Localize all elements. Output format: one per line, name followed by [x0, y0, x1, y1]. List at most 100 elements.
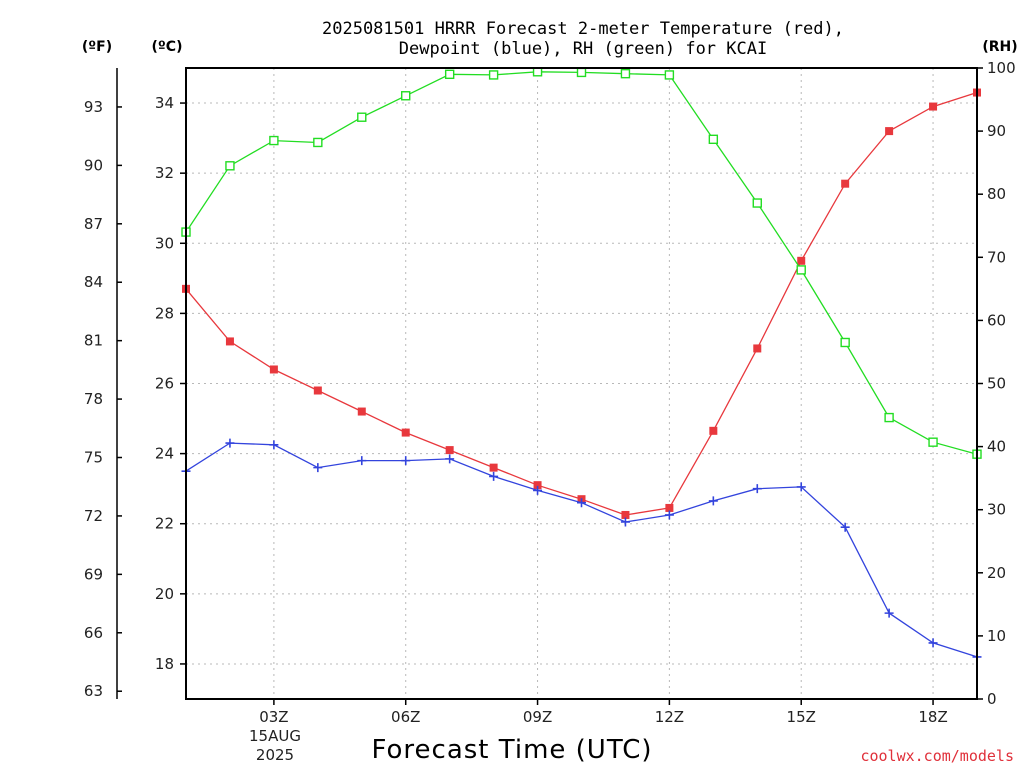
- fahrenheit-tick-label: 69: [84, 565, 103, 583]
- rh-point: [796, 265, 806, 275]
- rh-tick-label: 30: [987, 501, 1006, 519]
- rh-tick-label: 80: [987, 185, 1006, 203]
- axes-layer: 63 66 69 72 75 78 81 84 87 90 93 18 20 22 24 26 28 30 32 34…: [84, 59, 1016, 726]
- fahrenheit-tick-label: 81: [84, 332, 103, 350]
- x-tick-label: 03Z: [259, 708, 288, 726]
- date-label-year: 2025: [256, 746, 294, 764]
- temperature-point: [445, 446, 454, 455]
- celsius-unit-label: (ºC): [152, 39, 183, 55]
- chart-title-line1: 2025081501 HRRR Forecast 2-meter Tempera…: [322, 19, 844, 39]
- celsius-tick-label: 32: [155, 164, 174, 182]
- rh-point: [269, 135, 279, 146]
- rh-tick-label: 20: [987, 564, 1006, 582]
- series-layer: [181, 67, 982, 662]
- temperature-point: [313, 386, 322, 395]
- dewpoint-point: [708, 496, 718, 506]
- dewpoint-point: [884, 608, 894, 618]
- celsius-tick-label: 22: [155, 515, 174, 533]
- fahrenheit-tick-label: 75: [84, 449, 103, 467]
- temperature-point: [709, 426, 718, 435]
- rh-point: [752, 198, 762, 208]
- dewpoint-point: [620, 517, 630, 527]
- chart-title-line2: Dewpoint (blue), RH (green) for KCAI: [399, 39, 767, 59]
- dewpoint-point: [225, 438, 235, 448]
- fahrenheit-tick-label: 84: [84, 273, 103, 291]
- temperature-point: [533, 481, 542, 490]
- celsius-tick-label: 34: [155, 94, 174, 112]
- fahrenheit-unit-label: (ºF): [82, 39, 112, 55]
- fahrenheit-tick-label: 90: [84, 156, 103, 174]
- celsius-tick-label: 24: [155, 445, 174, 463]
- rh-point: [840, 337, 850, 348]
- rh-line: [185, 71, 978, 455]
- dewpoint-point: [796, 482, 806, 492]
- rh-point: [225, 161, 235, 171]
- rh-point: [664, 70, 675, 80]
- temperature-line: [185, 91, 978, 516]
- rh-point: [313, 137, 323, 148]
- rh-point: [884, 412, 894, 423]
- dewpoint-point: [445, 454, 455, 464]
- rh-tick-label: 60: [987, 311, 1006, 329]
- fahrenheit-tick-label: 63: [84, 682, 103, 700]
- temperature-point: [225, 337, 234, 346]
- fahrenheit-tick-label: 66: [84, 624, 103, 642]
- dewpoint-point: [357, 456, 367, 466]
- x-tick-label: 06Z: [391, 708, 420, 726]
- x-axis-label: Forecast Time (UTC): [371, 735, 652, 765]
- celsius-tick-label: 26: [155, 375, 174, 393]
- dewpoint-point: [928, 638, 938, 648]
- rh-tick-label: 70: [987, 248, 1006, 266]
- temperature-point: [401, 428, 410, 437]
- rh-tick-label: 100: [987, 59, 1016, 77]
- temperature-point: [621, 510, 630, 519]
- x-tick-label: 18Z: [918, 708, 947, 726]
- rh-tick-label: 40: [987, 438, 1006, 456]
- plot-frame: [185, 67, 978, 700]
- temperature-point: [269, 365, 278, 374]
- rh-point: [620, 68, 631, 79]
- rh-tick-label: 50: [987, 375, 1006, 393]
- rh-point: [401, 91, 411, 101]
- dewpoint-point: [313, 463, 323, 473]
- rh-point: [444, 69, 455, 80]
- celsius-tick-label: 30: [155, 234, 174, 252]
- temperature-point: [665, 503, 674, 512]
- fahrenheit-tick-label: 78: [84, 390, 103, 408]
- rh-tick-label: 10: [987, 627, 1006, 645]
- x-tick-label: 09Z: [523, 708, 552, 726]
- dewpoint-point: [664, 510, 674, 520]
- fahrenheit-tick-label: 87: [84, 215, 103, 233]
- temperature-point: [357, 407, 366, 416]
- x-tick-label: 15Z: [787, 708, 816, 726]
- rh-tick-label: 0: [987, 690, 997, 708]
- dewpoint-point: [401, 456, 411, 466]
- temperature-point: [885, 127, 894, 136]
- rh-point: [928, 437, 938, 447]
- dewpoint-point: [533, 485, 543, 495]
- dewpoint-point: [269, 440, 279, 450]
- celsius-tick-label: 20: [155, 585, 174, 603]
- temperature-point: [841, 179, 850, 188]
- rh-point: [708, 134, 719, 145]
- dewpoint-point: [489, 471, 499, 481]
- credit-text: coolwx.com/models: [860, 747, 1014, 765]
- celsius-tick-label: 28: [155, 304, 174, 322]
- fahrenheit-tick-label: 93: [84, 98, 103, 116]
- temperature-point: [929, 102, 938, 111]
- rh-point: [488, 70, 499, 80]
- celsius-tick-label: 18: [155, 655, 174, 673]
- x-tick-label: 12Z: [655, 708, 684, 726]
- dewpoint-point: [577, 498, 586, 508]
- date-label-day: 15AUG: [249, 727, 301, 745]
- rh-unit-label: (RH): [982, 39, 1017, 55]
- dewpoint-line: [185, 442, 978, 658]
- dewpoint-point: [840, 522, 850, 532]
- rh-tick-label: 90: [987, 122, 1006, 140]
- rh-point: [576, 67, 587, 78]
- fahrenheit-tick-label: 72: [84, 507, 103, 525]
- dewpoint-point: [752, 484, 762, 494]
- temperature-point: [797, 256, 806, 265]
